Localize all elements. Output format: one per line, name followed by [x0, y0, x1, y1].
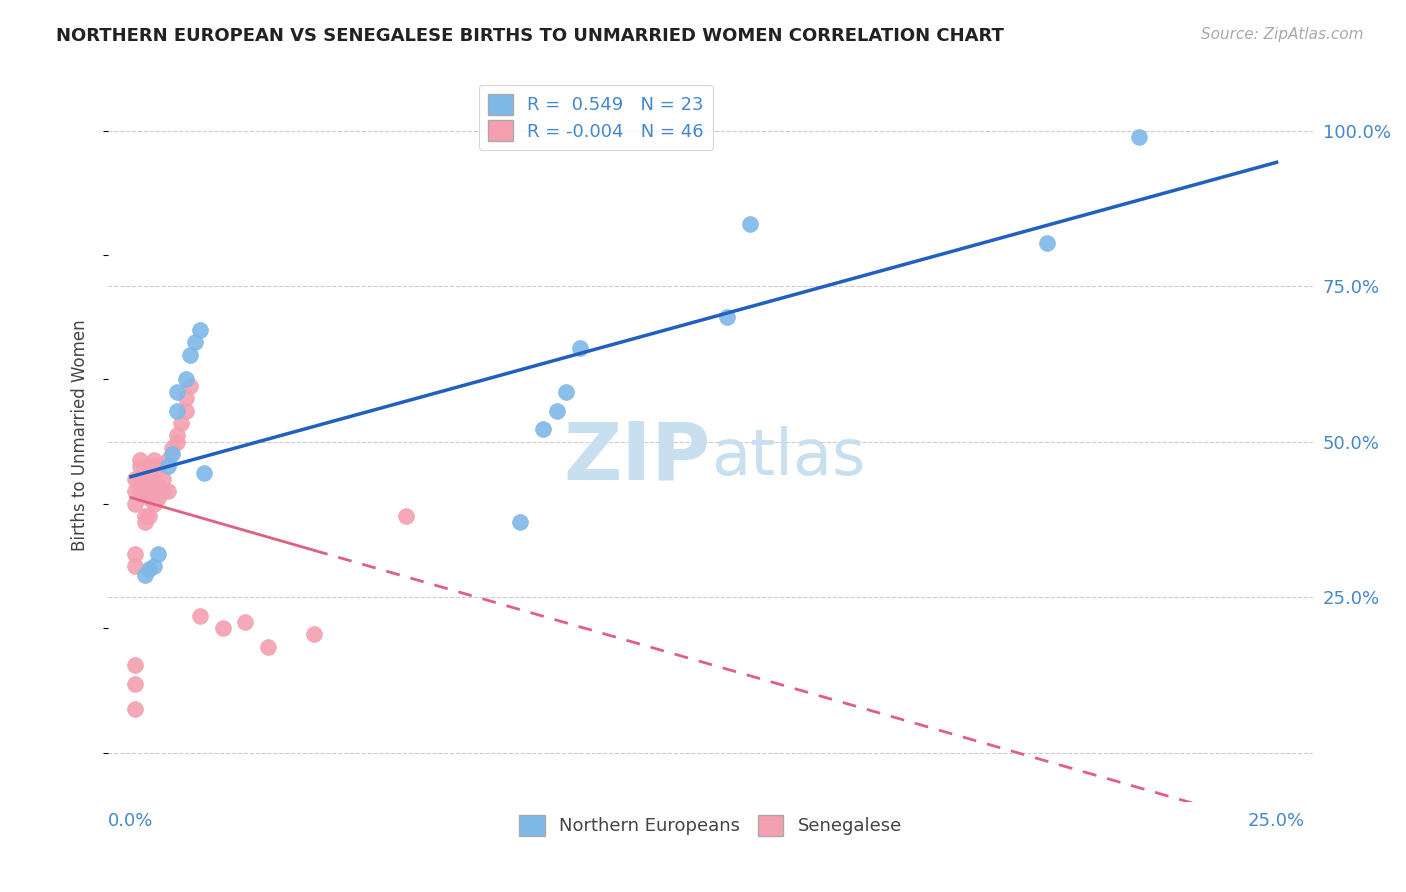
Point [179, 378, 201, 392]
Point [124, 677, 146, 691]
Text: NORTHERN EUROPEAN VS SENEGALESE BIRTHS TO UNMARRIED WOMEN CORRELATION CHART: NORTHERN EUROPEAN VS SENEGALESE BIRTHS T… [56, 27, 1004, 45]
Point [174, 372, 197, 386]
Point [509, 516, 531, 530]
Point [555, 384, 578, 399]
Point [546, 403, 568, 417]
Point [124, 547, 146, 561]
Point [148, 547, 170, 561]
Point [134, 484, 156, 499]
Point [148, 491, 170, 505]
Point [152, 484, 174, 499]
Point [156, 453, 179, 467]
Point [1128, 129, 1150, 144]
Point [134, 568, 156, 582]
Point [156, 459, 179, 474]
Point [531, 422, 554, 436]
Point [138, 562, 160, 576]
Point [166, 428, 188, 442]
Point [188, 608, 211, 623]
Point [738, 217, 761, 231]
Point [142, 453, 165, 467]
Point [142, 472, 165, 486]
Point [179, 347, 201, 361]
Point [148, 478, 170, 492]
Point [166, 434, 188, 449]
Point [160, 447, 183, 461]
Point [129, 459, 152, 474]
Point [211, 621, 233, 635]
Point [148, 459, 170, 474]
Point [138, 472, 160, 486]
Point [124, 559, 146, 574]
Point [235, 615, 257, 629]
Point [1036, 235, 1059, 250]
Point [166, 403, 188, 417]
Point [142, 484, 165, 499]
Point [302, 627, 325, 641]
Point [124, 702, 146, 716]
Point [716, 310, 738, 325]
Point [188, 323, 211, 337]
Point [257, 640, 280, 654]
Point [138, 491, 160, 505]
Point [166, 384, 188, 399]
Point [129, 484, 152, 499]
Point [395, 509, 418, 524]
Point [142, 497, 165, 511]
Point [160, 441, 183, 455]
Point [138, 478, 160, 492]
Point [174, 391, 197, 405]
Point [138, 459, 160, 474]
Point [129, 453, 152, 467]
Point [152, 472, 174, 486]
Point [156, 484, 179, 499]
Text: ZIP: ZIP [564, 418, 710, 497]
Point [569, 342, 592, 356]
Point [129, 472, 152, 486]
Point [170, 416, 193, 430]
Point [124, 472, 146, 486]
Point [142, 459, 165, 474]
Legend: Northern Europeans, Senegalese: Northern Europeans, Senegalese [510, 805, 911, 845]
Point [193, 466, 215, 480]
Text: atlas: atlas [710, 426, 865, 489]
Y-axis label: Births to Unmarried Women: Births to Unmarried Women [72, 319, 89, 551]
Point [134, 516, 156, 530]
Point [124, 484, 146, 499]
Point [184, 335, 207, 350]
Point [174, 403, 197, 417]
Text: Source: ZipAtlas.com: Source: ZipAtlas.com [1201, 27, 1364, 42]
Point [142, 559, 165, 574]
Point [124, 658, 146, 673]
Point [124, 497, 146, 511]
Point [138, 509, 160, 524]
Point [134, 509, 156, 524]
